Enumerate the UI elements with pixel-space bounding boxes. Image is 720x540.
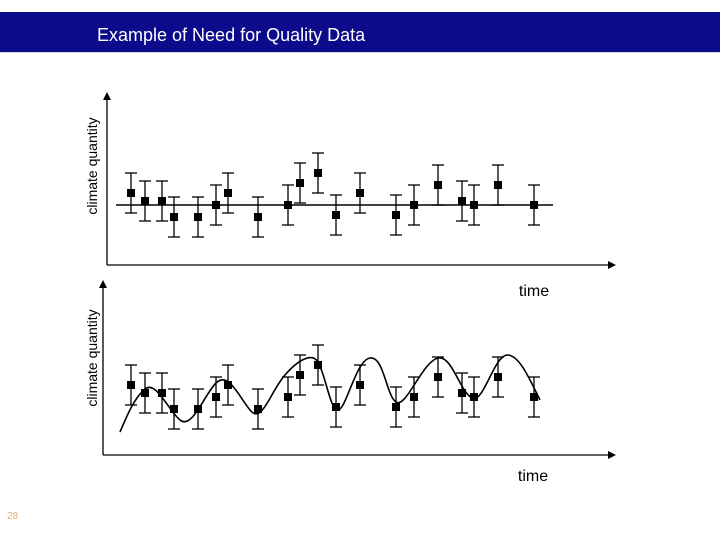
bottom-marker-12 (332, 403, 340, 411)
top-point-18 (468, 184, 480, 226)
bottom-point-6 (210, 376, 222, 418)
top-point-17 (456, 180, 468, 222)
top-point-13 (354, 172, 366, 214)
slide-number: 28 (7, 511, 19, 522)
bottom-marker-1 (127, 381, 135, 389)
top-x-axis-label: time (519, 283, 549, 300)
title-bar (0, 12, 720, 52)
top-point-11 (312, 152, 324, 194)
fit-curve (119, 354, 541, 433)
top-marker-14 (392, 211, 400, 219)
bottom-point-7 (222, 364, 234, 406)
top-point-12 (330, 194, 342, 236)
top-point-19 (492, 164, 504, 206)
bottom-point-11 (312, 344, 324, 386)
top-marker-11 (314, 169, 322, 177)
bottom-marker-20 (530, 393, 538, 401)
top-marker-17 (458, 197, 466, 205)
bottom-marker-7 (224, 381, 232, 389)
title-bar-underline (0, 52, 720, 53)
bottom-marker-15 (410, 393, 418, 401)
bottom-x-axis-label: time (518, 468, 548, 485)
top-marker-18 (470, 201, 478, 209)
top-marker-9 (284, 201, 292, 209)
top-point-9 (282, 184, 294, 226)
top-marker-20 (530, 201, 538, 209)
bottom-point-3 (156, 372, 168, 414)
top-marker-3 (158, 197, 166, 205)
top-point-8 (252, 196, 264, 238)
bottom-marker-3 (158, 389, 166, 397)
bottom-marker-16 (434, 373, 442, 381)
bottom-marker-5 (194, 405, 202, 413)
bottom-point-17 (456, 372, 468, 414)
top-point-6 (210, 184, 222, 226)
top-marker-19 (494, 181, 502, 189)
bottom-marker-18 (470, 393, 478, 401)
bottom-y-axis-label: climate quantity (84, 309, 100, 406)
top-point-2 (139, 180, 151, 222)
slide-title: Example of Need for Quality Data (97, 25, 366, 45)
top-marker-7 (224, 189, 232, 197)
bottom-point-9 (282, 376, 294, 418)
top-point-20 (528, 184, 540, 226)
bottom-marker-14 (392, 403, 400, 411)
bottom-marker-10 (296, 371, 304, 379)
top-point-3 (156, 180, 168, 222)
top-point-5 (192, 196, 204, 238)
bottom-point-15 (408, 376, 420, 418)
bottom-point-2 (139, 372, 151, 414)
bottom-point-5 (192, 388, 204, 430)
top-point-15 (408, 184, 420, 226)
bottom-point-20 (528, 376, 540, 418)
bottom-marker-19 (494, 373, 502, 381)
top-marker-8 (254, 213, 262, 221)
top-marker-5 (194, 213, 202, 221)
bottom-point-12 (330, 386, 342, 428)
top-point-10 (294, 162, 306, 204)
bottom-marker-9 (284, 393, 292, 401)
bottom-marker-4 (170, 405, 178, 413)
bottom-point-8 (252, 388, 264, 430)
top-marker-2 (141, 197, 149, 205)
top-marker-16 (434, 181, 442, 189)
top-marker-15 (410, 201, 418, 209)
top-point-16 (432, 164, 444, 206)
bottom-marker-2 (141, 389, 149, 397)
top-marker-6 (212, 201, 220, 209)
bottom-marker-17 (458, 389, 466, 397)
top-marker-10 (296, 179, 304, 187)
bottom-point-13 (354, 364, 366, 406)
bottom-marker-13 (356, 381, 364, 389)
top-panel-marks (125, 152, 540, 238)
bottom-point-19 (492, 356, 504, 398)
bottom-point-1 (125, 364, 137, 406)
bottom-point-14 (390, 386, 402, 428)
top-marker-4 (170, 213, 178, 221)
bottom-marker-11 (314, 361, 322, 369)
top-point-4 (168, 196, 180, 238)
top-point-7 (222, 172, 234, 214)
bottom-point-16 (432, 356, 444, 398)
top-point-14 (390, 194, 402, 236)
top-marker-13 (356, 189, 364, 197)
bottom-marker-8 (254, 405, 262, 413)
top-y-axis-label: climate quantity (84, 117, 100, 214)
top-marker-12 (332, 211, 340, 219)
bottom-point-18 (468, 376, 480, 418)
bottom-point-10 (294, 354, 306, 396)
bottom-marker-6 (212, 393, 220, 401)
top-point-1 (125, 172, 137, 214)
bottom-point-4 (168, 388, 180, 430)
bottom-panel-marks (125, 344, 540, 430)
top-marker-1 (127, 189, 135, 197)
